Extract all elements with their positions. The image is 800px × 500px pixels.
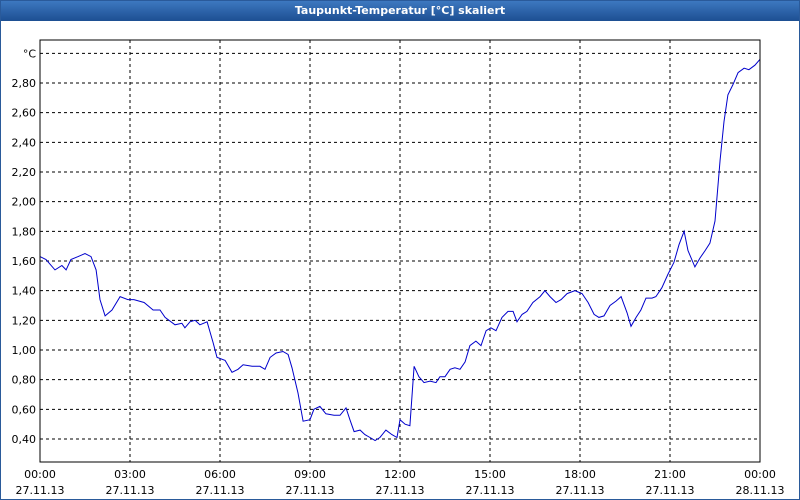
- x-tick-label: 21:00: [654, 468, 686, 481]
- y-tick-label: 1,60: [12, 255, 37, 268]
- x-tick-label: 09:00: [294, 468, 326, 481]
- y-tick-label: 2,20: [12, 166, 37, 179]
- y-tick-label: 1,00: [12, 344, 37, 357]
- title-bar: Taupunkt-Temperatur [°C] skaliert: [1, 1, 799, 21]
- y-tick-label: 2,00: [12, 196, 37, 209]
- x-tick-label: 27.11.13: [286, 484, 335, 497]
- x-tick-label: 00:00: [744, 468, 776, 481]
- x-tick-label: 27.11.13: [16, 484, 65, 497]
- y-tick-label: 2,60: [12, 107, 37, 120]
- y-tick-label: 2,80: [12, 77, 37, 90]
- x-tick-label: 27.11.13: [556, 484, 605, 497]
- y-tick-label: 0,60: [12, 403, 37, 416]
- x-tick-label: 15:00: [474, 468, 506, 481]
- data-line: [39, 58, 761, 442]
- x-tick-label: 27.11.13: [376, 484, 425, 497]
- y-tick-label: 1,20: [12, 314, 37, 327]
- y-tick-label: 1,40: [12, 285, 37, 298]
- y-tick-label: 1,80: [12, 225, 37, 238]
- x-tick-label: 27.11.13: [196, 484, 245, 497]
- chart: 0,40 0,60 0,80 1,00 1,20 1,40 1,60 1,80 2,00 2,20…: [12, 39, 785, 497]
- y-tick-label: 0,80: [12, 374, 37, 387]
- x-tick-label: 18:00: [564, 468, 596, 481]
- x-tick-label: 27.11.13: [466, 484, 515, 497]
- y-tick-label: 2,40: [12, 136, 37, 149]
- x-tick-label: 06:00: [204, 468, 236, 481]
- x-tick-label: 27.11.13: [646, 484, 695, 497]
- x-tick-label: 27.11.13: [106, 484, 155, 497]
- x-tick-label: 03:00: [114, 468, 146, 481]
- x-tick-label: 00:00: [24, 468, 56, 481]
- y-tick-label: °C: [23, 47, 37, 60]
- x-tick-label: 28.11.13: [736, 484, 785, 497]
- plot-frame: [39, 39, 761, 463]
- x-tick-label: 12:00: [384, 468, 416, 481]
- y-tick-label: 0,40: [12, 433, 37, 446]
